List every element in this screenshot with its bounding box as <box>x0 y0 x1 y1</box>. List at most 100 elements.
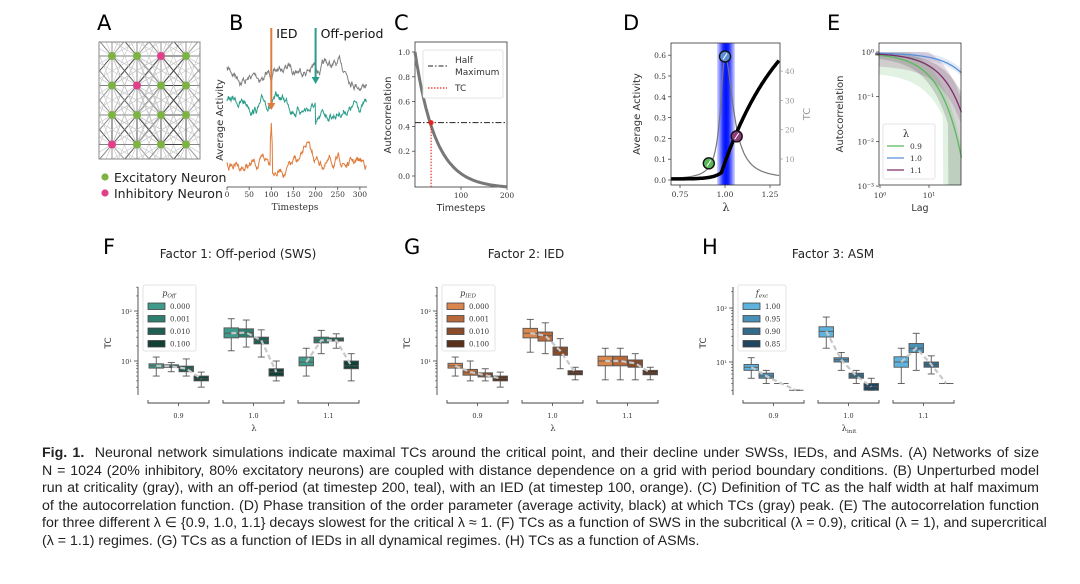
right-y-tick-label: 20 <box>785 126 795 135</box>
legend-swatch <box>147 302 166 310</box>
x-tick-label: 0.9 <box>173 412 183 420</box>
caption-text: Neuronal network simulations indicate ma… <box>94 445 1039 461</box>
excitatory-neuron <box>157 81 165 90</box>
arrow-head-icon <box>267 103 276 110</box>
x-tick-label: 1.0 <box>843 412 853 420</box>
distant-connection <box>136 144 162 159</box>
excitatory-neuron <box>108 52 116 60</box>
annotation-label: Off-period <box>321 26 384 41</box>
y-tick-label: 10² <box>420 308 431 316</box>
panel-title: Factor 1: Off-period (SWS) <box>160 247 317 261</box>
legend-dot <box>101 189 109 197</box>
panel-label-b: B <box>229 11 243 35</box>
excitatory-neuron <box>133 52 141 60</box>
arrow-head-icon <box>311 77 320 84</box>
legend-label: 1.00 <box>765 303 781 311</box>
legend-label: 0.85 <box>765 341 781 349</box>
distant-connection <box>112 144 138 159</box>
x-tick-label: 1.25 <box>762 190 779 199</box>
distant-connection <box>130 42 138 57</box>
local-connection <box>111 55 138 86</box>
gray-confidence-band <box>879 52 961 185</box>
legend-swatch <box>147 315 166 323</box>
local-connection <box>160 55 187 86</box>
marker-slash <box>722 53 728 60</box>
distant-connection <box>185 114 200 124</box>
autocorr-curve <box>875 54 963 158</box>
distant-connection <box>111 55 162 86</box>
distant-connection <box>160 144 186 159</box>
legend-swatch <box>147 327 166 335</box>
distant-connection <box>185 110 200 145</box>
group-bracket <box>297 400 360 404</box>
legend-label: 0.010 <box>170 328 190 336</box>
right-y-tick-label: 40 <box>785 67 795 76</box>
excitatory-neuron <box>182 81 190 90</box>
median-trend-line <box>231 331 278 373</box>
autocorr-curve <box>875 53 963 113</box>
right-y-tick-label: 10 <box>785 155 795 164</box>
x-tick-label: 200 <box>308 190 323 199</box>
distant-connection <box>185 42 193 57</box>
distant-connection <box>99 136 113 145</box>
excitatory-neuron <box>182 52 190 60</box>
legend-label: Maximum <box>455 68 499 78</box>
grid-border <box>98 41 201 160</box>
panel-f: F Factor 1: Off-period (SWS) 10¹ 10² TC 0.9 1.… <box>103 235 360 434</box>
legend-title-subscript: Off <box>167 294 177 300</box>
median-trend-line <box>750 366 797 392</box>
distant-connection <box>136 144 162 159</box>
caption-line: Fig. 1. Neuronal network simulations ind… <box>42 445 1039 463</box>
y-tick-label: 10¹ <box>420 358 431 366</box>
legend-label: 0.100 <box>469 341 489 349</box>
panel-label-c: C <box>394 11 409 35</box>
excitatory-neuron <box>182 111 190 119</box>
group-bracket <box>521 400 584 404</box>
median-trend-line <box>454 364 501 380</box>
y-tick-label: 0.5 <box>654 72 666 81</box>
caption-line: N = 1024 (20% inhibitory, 80% excitatory… <box>42 462 1039 479</box>
x-tick-label: 10¹ <box>923 191 936 200</box>
y-axis-label: Average Activity <box>215 79 226 161</box>
y-tick-label: 0.6 <box>654 51 666 60</box>
excitatory-neuron <box>133 140 141 149</box>
distant-connection <box>185 97 200 116</box>
x-tick-label: 50 <box>244 190 254 199</box>
distant-connection <box>136 42 162 57</box>
y-tick-label: 10¹ <box>121 358 132 366</box>
distant-connection <box>160 42 186 57</box>
marker-slash <box>734 133 740 140</box>
legend-swatch <box>446 315 465 323</box>
legend-label: TC <box>454 84 466 94</box>
trace-off-period <box>226 91 367 125</box>
y-tick-label: 0.4 <box>654 93 666 102</box>
x-axis-label: Timesteps <box>272 203 319 213</box>
y-tick-label: 0.1 <box>654 155 666 164</box>
distant-connection <box>111 114 162 145</box>
distant-connection <box>130 144 138 159</box>
distant-connection <box>185 106 200 116</box>
caption-line: for three different λ ∈ {0.9, 1.0, 1.1} … <box>42 515 1047 532</box>
legend-swatch <box>147 340 166 348</box>
distant-connection <box>111 42 119 57</box>
x-tick-label: 0.75 <box>672 190 689 199</box>
distant-connection <box>99 77 113 86</box>
x-tick-label: 250 <box>331 190 346 199</box>
caption-lead: Fig. 1. <box>42 445 85 461</box>
distant-connection <box>167 42 187 86</box>
distant-connection <box>136 55 187 86</box>
group-bracket <box>222 400 285 404</box>
distant-connection <box>136 85 187 116</box>
excitatory-neuron <box>157 140 165 149</box>
y-axis-label: Average Activity <box>632 73 643 155</box>
local-connection <box>173 144 187 159</box>
y-tick-label: 0.0 <box>398 172 410 181</box>
axes-frame <box>878 42 962 186</box>
distant-connection <box>185 80 200 116</box>
caption-line: (λ = 1.1) regimes. (G) TCs as a function… <box>42 532 700 549</box>
x-tick-label: 1.1 <box>918 412 928 420</box>
legend-swatch <box>742 327 761 335</box>
distant-connection <box>99 62 138 86</box>
panel-g: G Factor 2: IED 10¹ 10² TC 0.9 1.0 1.1 λ pIED 0.00… <box>403 235 659 434</box>
